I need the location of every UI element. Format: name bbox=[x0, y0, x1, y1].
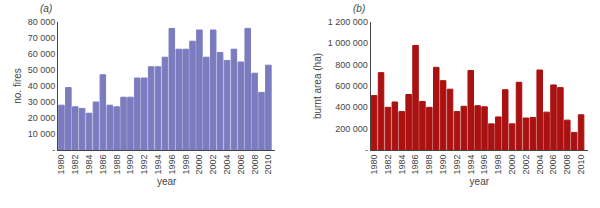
svg-text:30 000: 30 000 bbox=[28, 97, 56, 107]
svg-text:2004: 2004 bbox=[535, 155, 545, 175]
svg-text:2000: 2000 bbox=[194, 155, 204, 175]
svg-text:(b): (b) bbox=[353, 3, 365, 14]
svg-text:1 000 000: 1 000 000 bbox=[328, 38, 368, 48]
svg-text:1986: 1986 bbox=[410, 155, 420, 175]
svg-text:2006: 2006 bbox=[236, 155, 246, 175]
svg-text:1994: 1994 bbox=[153, 155, 163, 175]
svg-text:1988: 1988 bbox=[424, 155, 434, 175]
svg-text:year: year bbox=[470, 176, 490, 187]
svg-text:2010: 2010 bbox=[576, 155, 586, 175]
svg-text:1990: 1990 bbox=[125, 155, 135, 175]
svg-text:1996: 1996 bbox=[479, 155, 489, 175]
svg-text:1994: 1994 bbox=[466, 155, 476, 175]
svg-text:1980: 1980 bbox=[56, 155, 66, 175]
svg-text:no. fires: no. fires bbox=[12, 68, 23, 104]
svg-text:2000: 2000 bbox=[507, 155, 517, 175]
svg-text:2010: 2010 bbox=[263, 155, 273, 175]
svg-text:1990: 1990 bbox=[438, 155, 448, 175]
svg-text:1998: 1998 bbox=[181, 155, 191, 175]
svg-text:40 000: 40 000 bbox=[28, 81, 56, 91]
svg-text:400 000: 400 000 bbox=[335, 102, 368, 112]
svg-text:1992: 1992 bbox=[139, 155, 149, 175]
svg-text:-: - bbox=[365, 145, 368, 155]
svg-text:20 000: 20 000 bbox=[28, 113, 56, 123]
svg-text:1996: 1996 bbox=[167, 155, 177, 175]
svg-text:1992: 1992 bbox=[452, 155, 462, 175]
svg-text:2008: 2008 bbox=[562, 155, 572, 175]
svg-text:2002: 2002 bbox=[208, 155, 218, 175]
svg-text:70 000: 70 000 bbox=[28, 33, 56, 43]
svg-text:(a): (a) bbox=[40, 3, 52, 14]
svg-text:2008: 2008 bbox=[250, 155, 260, 175]
svg-text:burnt area (ha): burnt area (ha) bbox=[312, 53, 323, 119]
svg-text:1980: 1980 bbox=[369, 155, 379, 175]
svg-text:1998: 1998 bbox=[493, 155, 503, 175]
svg-text:10 000: 10 000 bbox=[28, 129, 56, 139]
svg-text:80 000: 80 000 bbox=[28, 17, 56, 27]
svg-text:2002: 2002 bbox=[521, 155, 531, 175]
svg-text:1988: 1988 bbox=[112, 155, 122, 175]
svg-text:1986: 1986 bbox=[98, 155, 108, 175]
svg-text:1984: 1984 bbox=[84, 155, 94, 175]
svg-text:800 000: 800 000 bbox=[335, 60, 368, 70]
svg-text:1 200 000: 1 200 000 bbox=[328, 17, 368, 27]
svg-text:year: year bbox=[157, 176, 177, 187]
svg-text:50 000: 50 000 bbox=[28, 65, 56, 75]
svg-text:600 000: 600 000 bbox=[335, 81, 368, 91]
svg-text:200 000: 200 000 bbox=[335, 124, 368, 134]
svg-text:1984: 1984 bbox=[397, 155, 407, 175]
svg-text:2004: 2004 bbox=[222, 155, 232, 175]
svg-text:60 000: 60 000 bbox=[28, 49, 56, 59]
svg-text:1982: 1982 bbox=[70, 155, 80, 175]
svg-text:1982: 1982 bbox=[383, 155, 393, 175]
svg-text:2006: 2006 bbox=[548, 155, 558, 175]
svg-text:-: - bbox=[52, 145, 55, 155]
